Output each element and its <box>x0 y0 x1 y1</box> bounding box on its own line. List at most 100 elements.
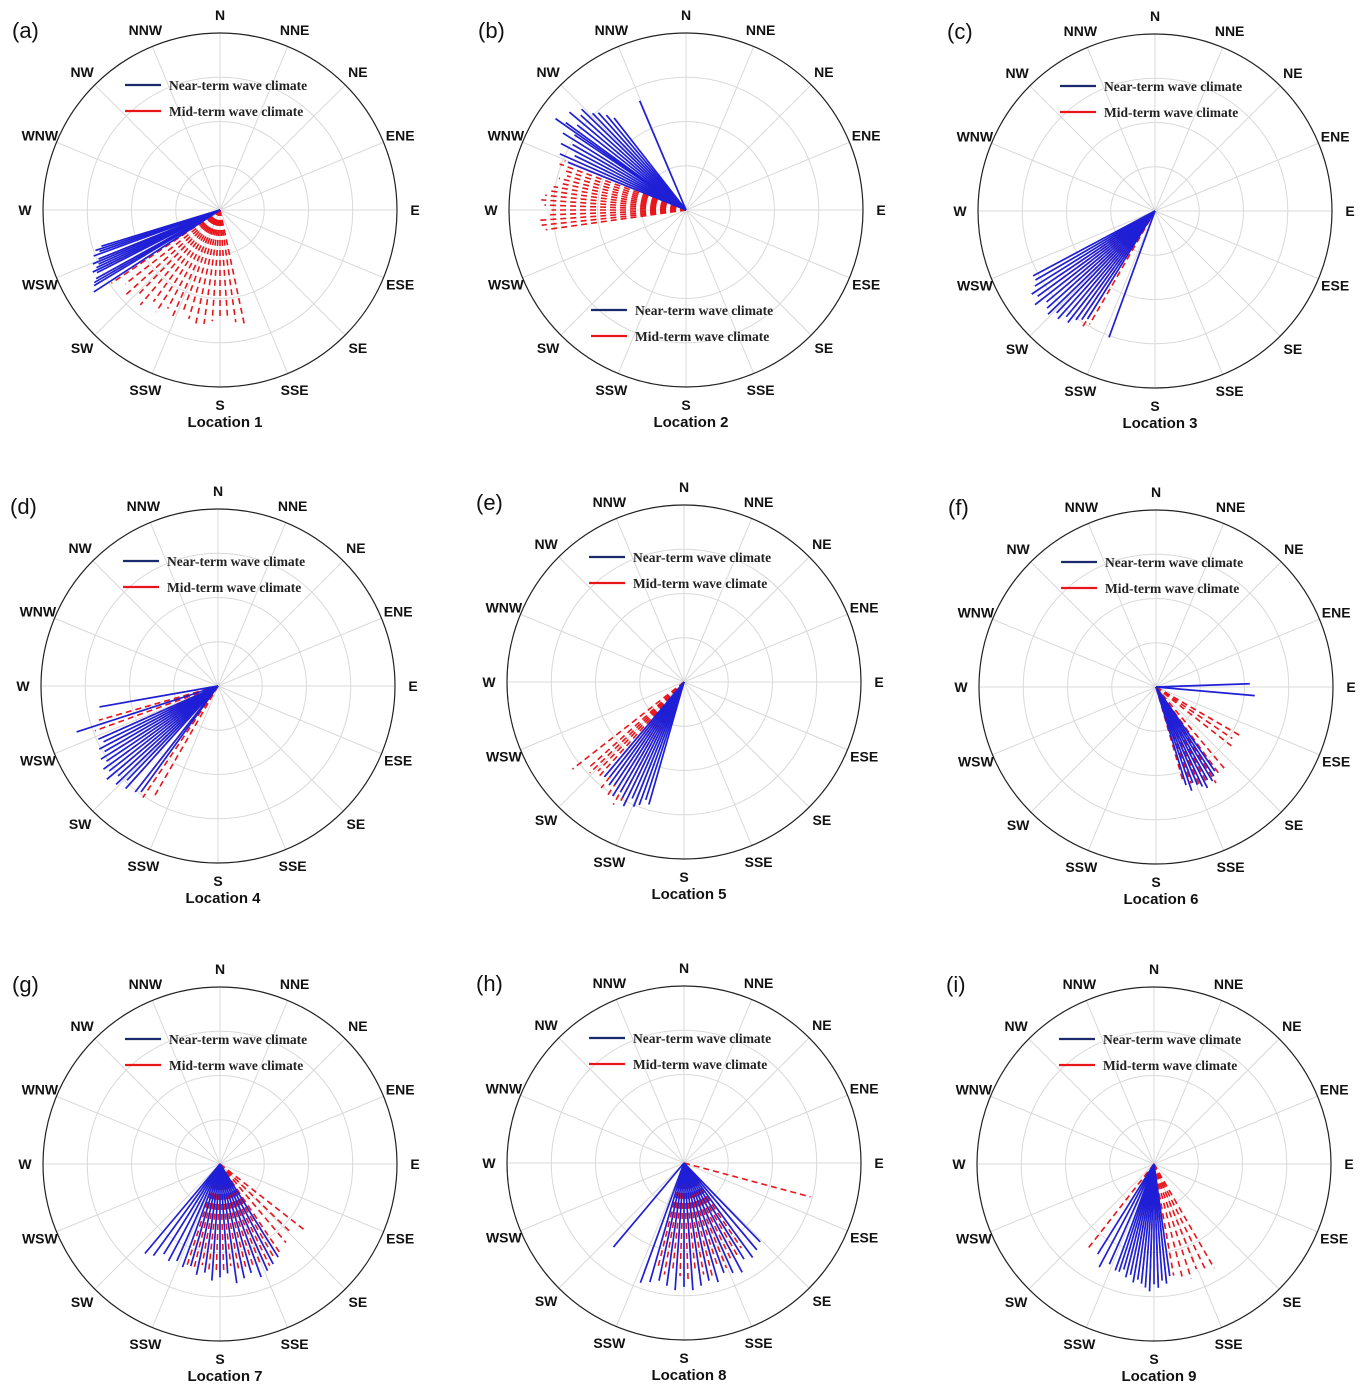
mid-term-ray <box>152 209 221 303</box>
grid-spoke <box>683 613 848 683</box>
direction-label-nnw: NNW <box>1064 23 1098 39</box>
grid-spoke <box>558 556 685 683</box>
mid-term-ray <box>683 1162 732 1259</box>
direction-label-wsw: WSW <box>486 749 523 765</box>
direction-label-e: E <box>1344 1156 1353 1172</box>
grid-spoke <box>219 1163 346 1290</box>
direction-label-nnw: NNW <box>127 498 161 514</box>
grid-spoke <box>92 560 219 687</box>
legend-near-term-label: Near-term wave climate <box>1105 555 1243 570</box>
grid-spoke <box>558 1037 685 1164</box>
location-title: Location 5 <box>651 886 726 903</box>
mid-term-ray <box>139 209 221 306</box>
direction-label-se: SE <box>813 812 832 828</box>
mid-term-ray <box>219 1163 271 1267</box>
near-term-ray <box>189 1163 221 1267</box>
near-term-ray <box>195 1163 221 1275</box>
mid-term-ray <box>683 1162 811 1198</box>
legend-near-term-label: Near-term wave climate <box>169 1032 307 1047</box>
direction-label-nne: NNE <box>280 976 310 992</box>
near-term-ray <box>163 1163 221 1255</box>
legend-mid-term-label: Mid-term wave climate <box>169 1058 303 1073</box>
legend-near-term-label: Near-term wave climate <box>169 78 307 93</box>
direction-label-ne: NE <box>348 64 367 80</box>
near-term-ray <box>683 1162 710 1281</box>
mid-term-ray <box>219 1163 248 1271</box>
outer-ring <box>508 32 864 388</box>
direction-label-nnw: NNW <box>593 494 627 510</box>
grid-spoke <box>219 1163 384 1233</box>
direction-label-w: W <box>953 203 967 219</box>
near-term-ray <box>1047 210 1156 315</box>
direction-label-se: SE <box>349 340 368 356</box>
outer-ring <box>506 504 862 860</box>
mid-term-ray <box>545 209 687 231</box>
near-term-ray <box>649 1162 685 1283</box>
mid-term-ray <box>193 1163 221 1268</box>
grid-spoke <box>219 209 384 279</box>
grid-spoke <box>54 617 219 687</box>
mid-term-ray <box>683 1162 728 1269</box>
direction-label-nw: NW <box>1004 1018 1028 1034</box>
direction-label-wsw: WSW <box>22 277 59 293</box>
near-term-ray <box>683 1162 725 1274</box>
grid-spoke <box>685 209 812 336</box>
direction-label-e: E <box>1345 203 1354 219</box>
direction-label-ssw: SSW <box>593 854 626 870</box>
grid-spoke <box>1155 618 1320 688</box>
near-term-ray <box>1031 210 1156 295</box>
direction-label-ne: NE <box>346 540 365 556</box>
direction-label-ese: ESE <box>1322 754 1350 770</box>
direction-label-wsw: WSW <box>956 1231 993 1247</box>
near-term-ray <box>219 1163 279 1258</box>
grid-spoke <box>217 685 287 850</box>
mid-term-ray <box>683 1162 740 1259</box>
near-term-ray <box>219 1163 229 1274</box>
direction-label-ene: ENE <box>852 127 881 143</box>
direction-label-ne: NE <box>348 1018 367 1034</box>
grid-spoke <box>219 209 289 374</box>
mid-term-ray <box>683 1162 719 1268</box>
grid-spoke <box>149 685 219 850</box>
grid-spoke <box>522 209 687 279</box>
direction-label-w: W <box>18 202 32 218</box>
grid-spoke <box>56 1163 221 1233</box>
direction-label-wsw: WSW <box>958 754 995 770</box>
grid-spoke <box>558 681 685 808</box>
mid-term-ray <box>588 681 685 768</box>
mid-term-ray <box>545 194 687 211</box>
direction-label-wnw: WNW <box>22 1081 59 1097</box>
grid-spoke <box>992 686 1157 756</box>
near-term-ray <box>683 1162 754 1259</box>
direction-label-ene: ENE <box>384 603 413 619</box>
mid-term-ray <box>219 209 246 325</box>
polar-panel-3: N NNE NE ENE E ESE SE SSE S SSW SW WSW W WNW NW NNW Near… <box>947 8 1355 432</box>
grid-spoke <box>56 1095 221 1165</box>
direction-label-nne: NNE <box>746 22 776 38</box>
near-term-ray <box>1032 210 1156 277</box>
direction-label-n: N <box>679 960 689 976</box>
grid-spoke <box>685 84 812 211</box>
grid-spoke <box>990 1163 1155 1233</box>
near-term-ray <box>683 1162 694 1291</box>
direction-label-ssw: SSW <box>1064 383 1097 399</box>
near-term-ray <box>683 1162 745 1260</box>
grid-spoke <box>991 210 1156 280</box>
direction-label-ese: ESE <box>386 1231 414 1247</box>
near-term-ray <box>219 1163 262 1278</box>
direction-label-n: N <box>1150 8 1160 24</box>
near-term-ray <box>1155 686 1187 786</box>
direction-label-sse: SSE <box>281 382 309 398</box>
near-term-ray <box>568 111 687 211</box>
direction-label-e: E <box>874 674 883 690</box>
mid-term-ray <box>679 1162 685 1277</box>
mid-term-ray <box>1155 686 1185 783</box>
direction-label-nne: NNE <box>744 494 774 510</box>
mid-term-ray <box>683 1162 705 1275</box>
legend-near-term-label: Near-term wave climate <box>1104 79 1242 94</box>
mid-term-ray <box>219 209 237 323</box>
panel-letter: (b) <box>478 18 505 43</box>
grid-spoke <box>1153 1163 1318 1233</box>
mid-term-ray <box>219 1163 283 1256</box>
direction-label-n: N <box>679 479 689 495</box>
